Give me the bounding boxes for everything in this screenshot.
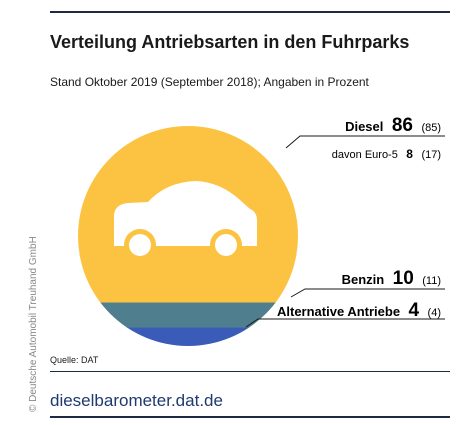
benzin-previous: (11)	[422, 275, 441, 287]
benzin-value: 10	[393, 268, 414, 289]
alternative-previous: (4)	[428, 307, 441, 319]
euro5-previous: (17)	[421, 149, 441, 161]
diesel-label: Diesel 86 (85)	[345, 115, 441, 136]
alternative-name: Alternative Antriebe	[277, 304, 400, 319]
footer-link[interactable]: dieselbarometer.dat.de	[50, 391, 223, 410]
diesel-previous: (85)	[421, 122, 441, 134]
alternative-value: 4	[409, 300, 420, 321]
euro5-value: 8	[406, 147, 413, 161]
diesel-value: 86	[392, 115, 413, 136]
pie-slice-benzin	[78, 302, 298, 329]
chart-subtitle: Stand Oktober 2019 (September 2018); Ang…	[50, 75, 369, 89]
copyright-note: © Deutsche Automobil Treuhand GmbH	[28, 236, 39, 412]
top-rule	[50, 11, 450, 13]
source-note: Quelle: DAT	[50, 355, 99, 365]
pie-slice-alternative	[78, 327, 298, 346]
alternative-leader-line	[245, 318, 445, 328]
benzin-leader-line	[290, 288, 445, 298]
euro5-label: davon Euro-5 8 (17)	[332, 145, 441, 162]
benzin-label: Benzin 10 (11)	[342, 268, 441, 289]
alternative-label: Alternative Antriebe 4 (4)	[277, 300, 441, 321]
footer-divider	[50, 371, 450, 372]
chart-title: Verteilung Antriebsarten in den Fuhrpark…	[50, 32, 410, 52]
benzin-name: Benzin	[342, 272, 385, 287]
bottom-rule	[50, 416, 450, 418]
euro5-name: davon Euro-5	[332, 149, 398, 161]
diesel-leader-line	[285, 135, 445, 149]
car-icon	[114, 181, 258, 261]
diesel-name: Diesel	[345, 119, 383, 134]
